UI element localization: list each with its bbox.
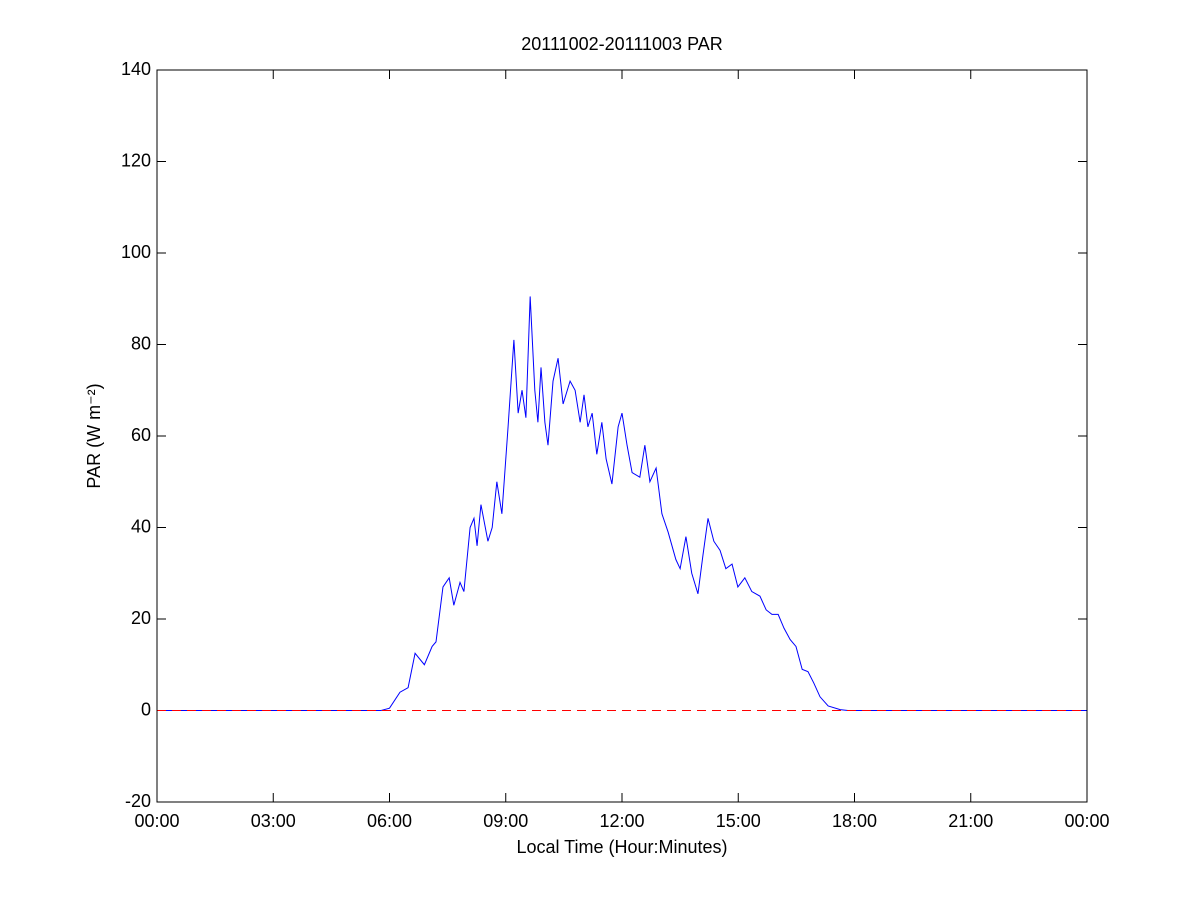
x-tick-label: 03:00 (251, 811, 296, 831)
x-tick-label: 12:00 (599, 811, 644, 831)
data-line (157, 296, 1087, 711)
y-tick-label: 20 (131, 608, 151, 628)
y-tick-label: 60 (131, 425, 151, 445)
x-tick-label: 00:00 (1064, 811, 1109, 831)
plot-frame (156, 69, 1088, 803)
y-tick-label: 80 (131, 333, 151, 353)
y-axis-label: PAR (W m⁻²) (84, 383, 104, 488)
y-tick-label: 0 (141, 699, 151, 719)
x-axis-label: Local Time (Hour:Minutes) (516, 837, 727, 857)
x-tick-label: 18:00 (832, 811, 877, 831)
y-tick-label: -20 (125, 791, 151, 811)
x-tick-label: 00:00 (134, 811, 179, 831)
chart-title: 20111002-20111003 PAR (521, 34, 723, 54)
y-tick-label: 120 (121, 150, 151, 170)
y-tick-label: 140 (121, 59, 151, 79)
x-tick-label: 09:00 (483, 811, 528, 831)
x-tick-label: 15:00 (716, 811, 761, 831)
y-tick-label: 100 (121, 242, 151, 262)
x-tick-label: 21:00 (948, 811, 993, 831)
x-tick-label: 06:00 (367, 811, 412, 831)
y-tick-label: 40 (131, 516, 151, 536)
